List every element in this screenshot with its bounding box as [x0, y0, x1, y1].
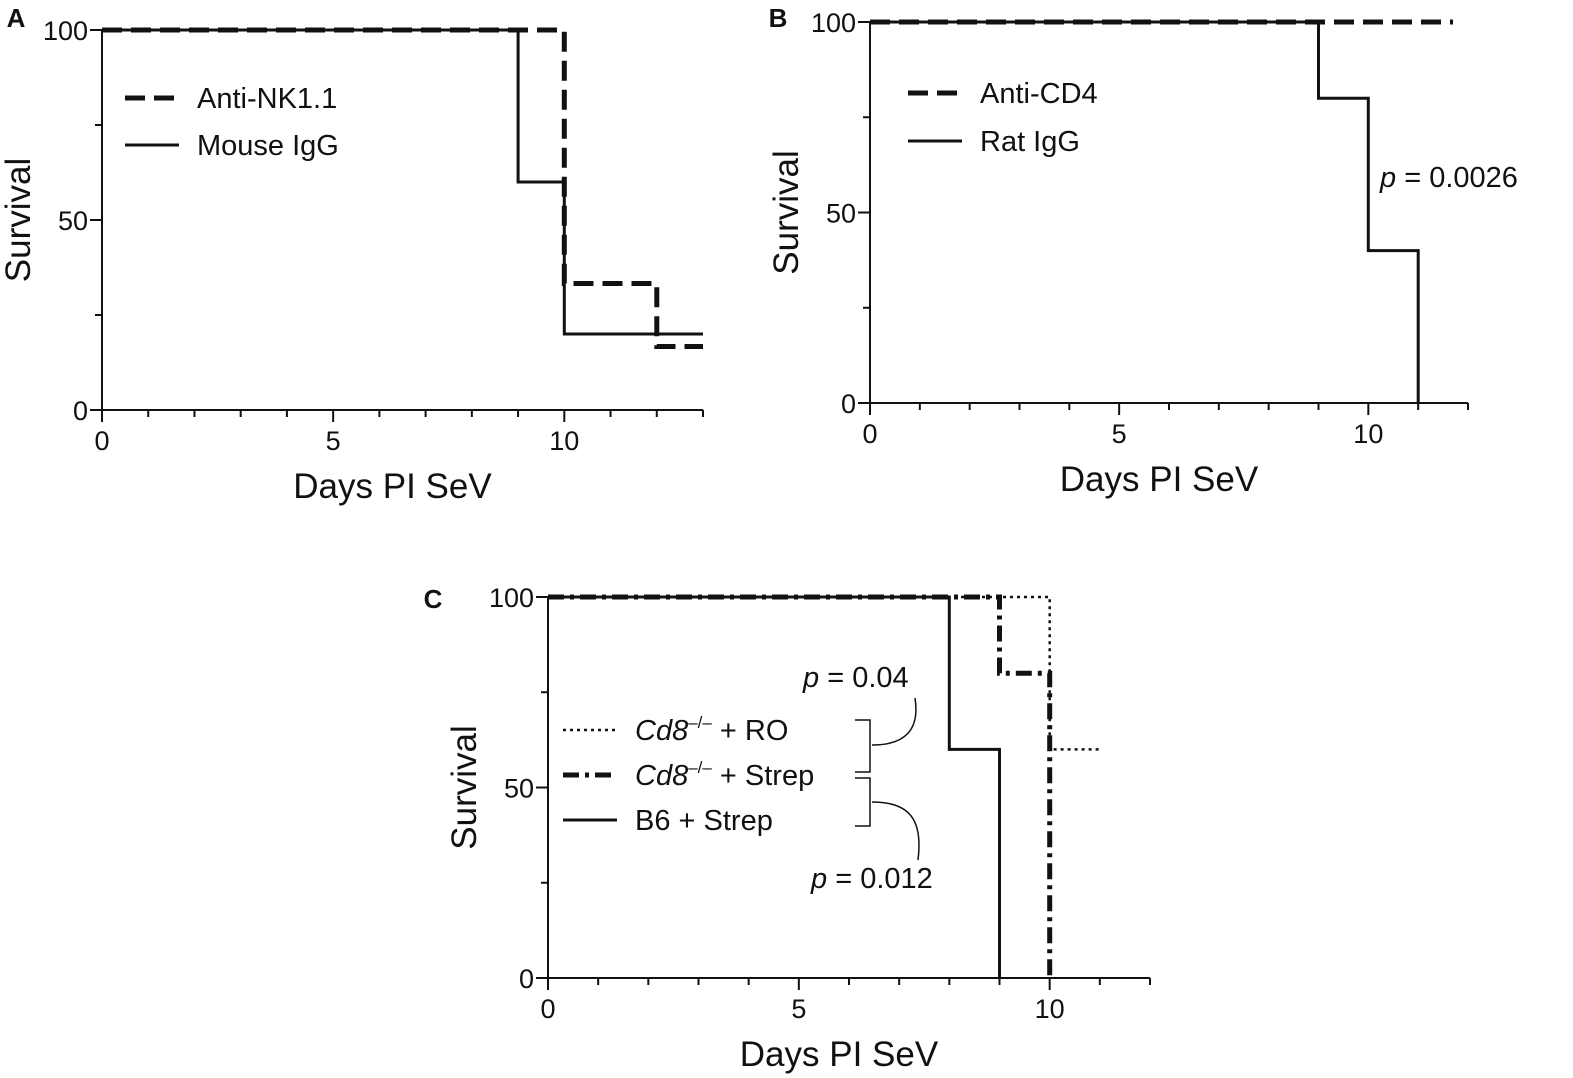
legend-label: Rat IgG [980, 126, 1080, 158]
legend-label: Anti-NK1.1 [197, 83, 337, 115]
x-tick-label: 0 [862, 419, 877, 449]
comparison-bracket [855, 777, 871, 827]
series-line [548, 595, 1100, 751]
comparison-bracket [855, 719, 871, 773]
y-tick-label: 50 [58, 206, 88, 236]
annotation-leader [871, 801, 920, 861]
x-tick-label: 10 [1353, 419, 1383, 449]
panel-label: B [769, 3, 788, 33]
legend-label: Cd8–/– + RO [635, 713, 788, 747]
y-axis-title: Survival [0, 158, 38, 282]
x-axis-title: Days PI SeV [293, 467, 492, 506]
y-tick-label: 100 [489, 583, 534, 613]
x-axis-title: Days PI SeV [740, 1035, 939, 1074]
x-tick-label: 10 [1035, 994, 1065, 1024]
panel-label: C [424, 584, 443, 614]
p-value-annotation: p = 0.04 [802, 662, 909, 694]
panel-b: B 0 5 10 0 50 100 Days PI SeV Survival Anti-CD4 Ra… [760, 0, 1573, 520]
series-line [870, 20, 1420, 403]
x-tick-label: 0 [540, 994, 555, 1024]
p-value-annotation: p = 0.0026 [1379, 162, 1518, 194]
x-axis-title: Days PI SeV [1060, 460, 1259, 499]
y-tick-label: 100 [43, 16, 88, 46]
panel-c: C 0 5 10 0 50 100 Days PI SeV Survival Cd8–/– + R… [415, 570, 1195, 1074]
legend-label: Cd8–/– + Strep [635, 758, 814, 792]
series-line [102, 27, 703, 349]
y-tick-label: 100 [811, 8, 856, 38]
legend-label: Mouse IgG [197, 130, 339, 162]
y-tick-label: 0 [73, 396, 88, 426]
legend-label: Anti-CD4 [980, 78, 1098, 110]
y-tick-label: 0 [519, 964, 534, 994]
y-tick-label: 0 [841, 389, 856, 419]
panel-a: A 0 5 10 0 50 100 Days PI SeV Survival Anti-NK1.1… [0, 0, 760, 520]
x-tick-label: 10 [549, 426, 579, 456]
x-tick-label: 5 [1112, 419, 1127, 449]
x-tick-label: 0 [94, 426, 109, 456]
y-axis-title: Survival [767, 150, 806, 274]
series-line [102, 28, 703, 336]
y-tick-label: 50 [826, 199, 856, 229]
panel-label: A [7, 3, 26, 33]
p-value-annotation: p = 0.012 [810, 863, 933, 895]
x-tick-label: 5 [326, 426, 341, 456]
annotation-leader [871, 697, 917, 746]
y-axis-title: Survival [445, 725, 484, 849]
y-tick-label: 50 [504, 774, 534, 804]
x-tick-label: 5 [791, 994, 806, 1024]
legend-label: B6 + Strep [635, 805, 773, 837]
series-line [548, 595, 1001, 978]
